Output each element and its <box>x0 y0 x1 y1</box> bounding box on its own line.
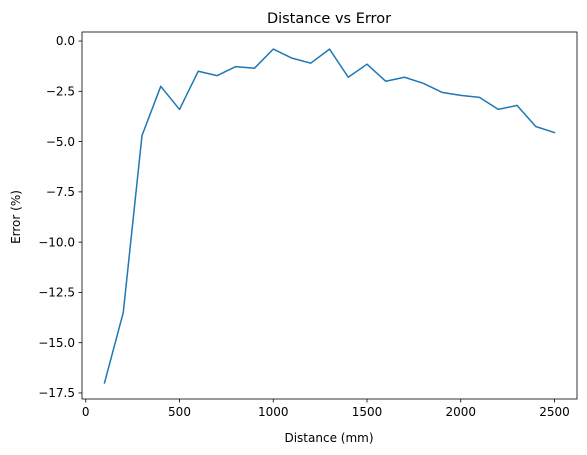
y-axis-label: Error (%) <box>9 190 23 244</box>
x-tick-label: 2000 <box>445 405 476 419</box>
y-tick-label: −2.5 <box>46 85 75 99</box>
y-tick-label: −10.0 <box>38 235 75 249</box>
y-tick-label: −17.5 <box>38 386 75 400</box>
x-axis: 0 500 1000 1500 2000 2500 <box>82 399 570 419</box>
y-tick-label: −12.5 <box>38 286 75 300</box>
y-tick-label: −5.0 <box>46 135 75 149</box>
series-line-0 <box>103 48 556 384</box>
chart-title: Distance vs Error <box>267 11 391 27</box>
x-tick-label: 0 <box>82 405 90 419</box>
plot-frame <box>81 31 578 400</box>
y-tick-label: −15.0 <box>38 336 75 350</box>
x-tick-label: 1000 <box>258 405 289 419</box>
y-axis: 0.0 −2.5 −5.0 −7.5 −10.0 −12.5 −15.0 −17.5 <box>38 34 82 400</box>
y-tick-label: −7.5 <box>46 185 75 199</box>
x-tick-label: 2500 <box>539 405 570 419</box>
plot-area <box>81 31 578 400</box>
x-tick-label: 1500 <box>352 405 383 419</box>
x-axis-label: Distance (mm) <box>284 431 373 445</box>
y-tick-label: 0.0 <box>56 34 75 48</box>
x-tick-label: 500 <box>168 405 191 419</box>
